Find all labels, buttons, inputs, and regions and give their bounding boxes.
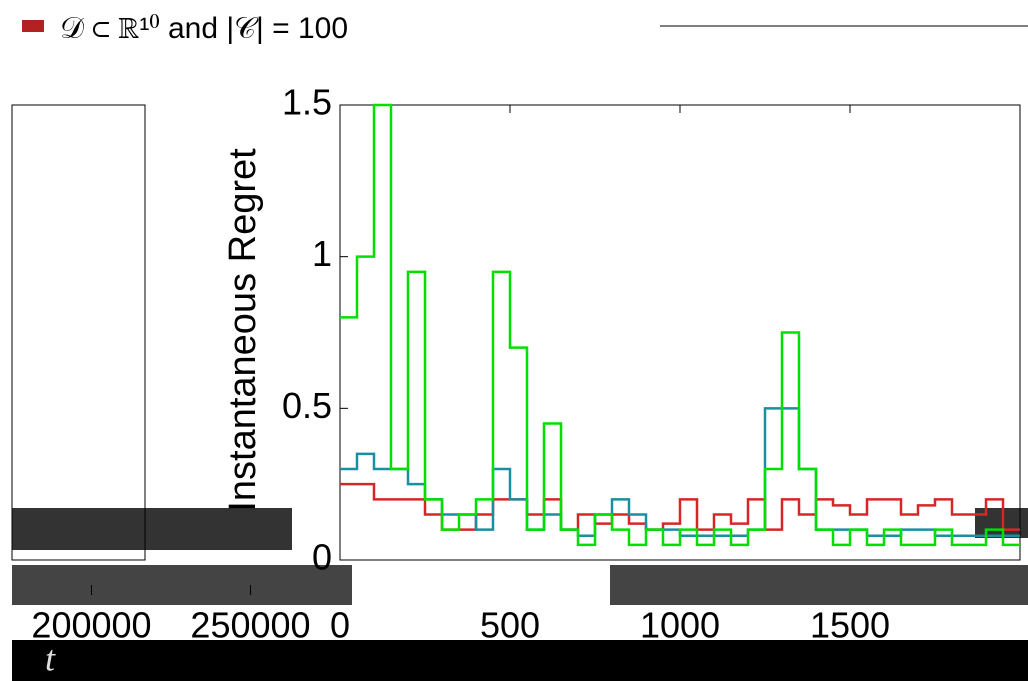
x-tick-label: 250000 (190, 605, 310, 646)
plot-frame (339, 104, 1021, 561)
glitch-block (12, 565, 352, 605)
glitch-block (12, 640, 1028, 681)
y-tick-label: 0 (312, 537, 332, 578)
x-tick-label: 1500 (810, 605, 890, 646)
glitch-block (12, 508, 292, 550)
y-tick-label: 1.5 (282, 82, 332, 123)
x-tick-label: 200000 (31, 605, 151, 646)
chart-title: 𝒟 ⊂ ℝ¹⁰ and |𝒞| = 100 (60, 12, 348, 45)
y-tick-label: 0.5 (282, 385, 332, 426)
legend-swatch (22, 20, 44, 32)
x-tick-label: 500 (480, 605, 540, 646)
x-axis-label: t (45, 638, 56, 678)
y-tick-label: 1 (312, 233, 332, 274)
y-axis-label: Instantaneous Regret (222, 148, 264, 512)
x-tick-label: 1000 (640, 605, 720, 646)
glitch-block (975, 508, 1028, 538)
x-tick-label: 0 (330, 605, 350, 646)
glitch-block (610, 565, 1028, 605)
series-line (340, 103, 1020, 547)
plot-frame (11, 104, 146, 561)
